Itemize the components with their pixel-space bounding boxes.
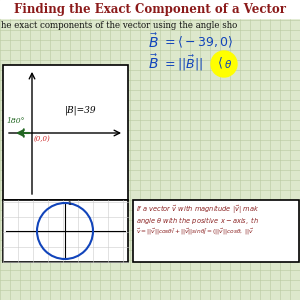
Text: (0,0): (0,0) [34, 135, 51, 143]
Text: |B|=39: |B|=39 [65, 105, 97, 115]
Text: $\vec{v} = ||\vec{v}||cos\theta\hat{i} + ||\vec{v}||sin\theta\hat{j} = (||\vec{v: $\vec{v} = ||\vec{v}||cos\theta\hat{i} +… [136, 226, 254, 237]
Bar [3, 65, 128, 200]
Bar [3, 200, 128, 262]
Text: $\mathit{angle\ }\theta\mathit{\ with\ the\ positive\ }x-axis,\ th$: $\mathit{angle\ }\theta\mathit{\ with\ t… [136, 215, 259, 226]
Text: $\vec{B}$: $\vec{B}$ [148, 33, 159, 51]
Text: 180°: 180° [6, 117, 25, 125]
Bar [133, 200, 299, 262]
Text: $\langle$: $\langle$ [217, 56, 223, 70]
Text: $= \langle -39, 0\rangle$: $= \langle -39, 0\rangle$ [162, 34, 234, 50]
Text: he exact components of the vector using the angle sho: he exact components of the vector using … [1, 21, 237, 30]
Text: $\mathit{If\ a\ vector\ }\vec{v}\mathit{\ with\ magnitude\ }|\vec{v}|\mathit{\ m: $\mathit{If\ a\ vector\ }\vec{v}\mathit{… [136, 204, 259, 217]
Circle shape [211, 51, 237, 77]
Text: $\vec{B}$: $\vec{B}$ [148, 54, 159, 72]
Text: $= ||\vec{B}||$: $= ||\vec{B}||$ [162, 53, 203, 73]
Text: 1: 1 [67, 201, 71, 206]
Bar [0, 0, 300, 18]
Text: Finding the Exact Component of a Vector: Finding the Exact Component of a Vector [14, 2, 286, 16]
Text: $\theta$: $\theta$ [224, 58, 232, 70]
